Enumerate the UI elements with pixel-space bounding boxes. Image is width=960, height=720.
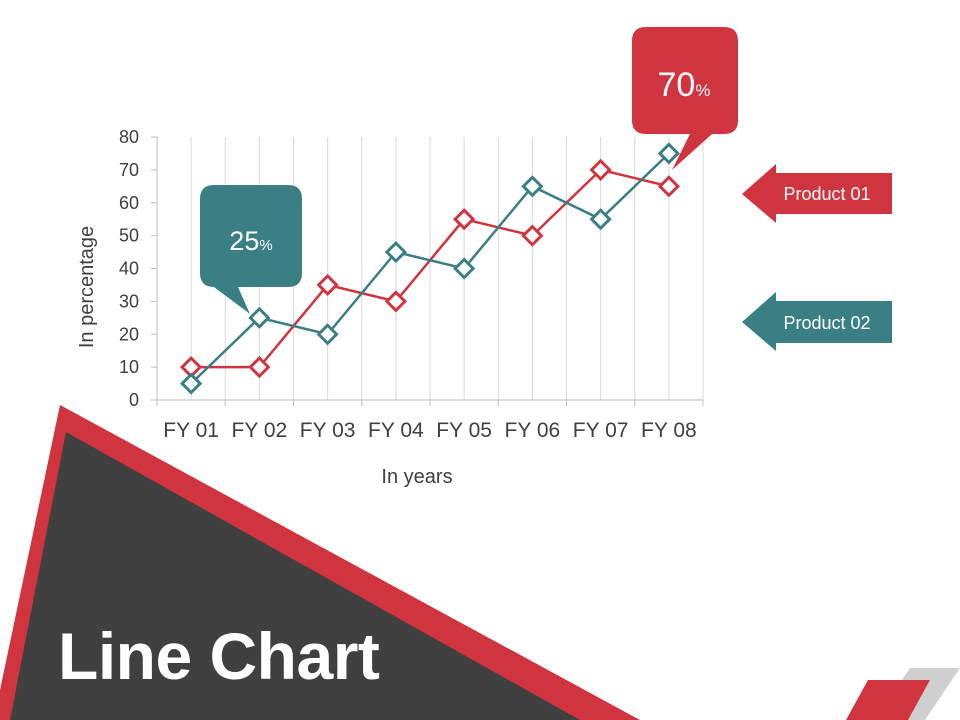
callout-product01-bubble (632, 27, 738, 170)
series-line-product02 (190, 152, 670, 385)
legend-arrow-product02 (742, 292, 892, 351)
y-tick-label: 0 (129, 390, 139, 410)
callout-product02: 25% (200, 185, 302, 314)
data-point-product01 (657, 175, 680, 198)
callout-product02-unit: % (259, 237, 272, 254)
series-product02 (180, 142, 680, 395)
y-tick-label: 40 (119, 259, 139, 279)
slide-title: Line Chart (58, 619, 380, 693)
data-point-product02 (453, 257, 476, 280)
data-point-product02 (657, 142, 680, 165)
callout-product01-value: 70 (658, 66, 696, 104)
y-tick-label: 60 (119, 193, 139, 213)
y-tick-label: 30 (119, 291, 139, 311)
x-tick-label: FY 08 (641, 419, 697, 442)
data-point-product01 (453, 208, 476, 231)
y-tick-label: 80 (119, 127, 139, 147)
x-axis-title: In years (381, 466, 452, 488)
data-point-product02 (521, 175, 544, 198)
x-tick-label: FY 05 (436, 419, 492, 442)
x-tick-label: FY 03 (300, 419, 356, 442)
chart-axes (151, 136, 704, 406)
legend-arrow-product01 (742, 164, 892, 223)
y-tick-label: 70 (119, 160, 139, 180)
legend-item-product02: Product 02 (742, 292, 892, 351)
data-point-product01 (521, 224, 544, 247)
y-tick-label: 10 (119, 357, 139, 377)
x-tick-label: FY 02 (232, 419, 288, 442)
data-point-product02 (248, 306, 271, 329)
legend-label-product02: Product 02 (783, 313, 870, 333)
data-point-product01 (248, 356, 271, 379)
dark-triangle-panel (10, 432, 580, 720)
callout-product01-text: 70% (658, 66, 711, 104)
data-point-product02 (384, 240, 407, 264)
x-tick-label: FY 04 (368, 419, 424, 442)
x-tick-labels: FY 01 FY 02 FY 03 FY 04 FY 05 FY 06 FY 07 FY 08 (163, 419, 696, 442)
callout-product01-unit: % (695, 81, 710, 100)
x-tick-label: FY 01 (163, 419, 219, 442)
callout-product02-value: 25 (229, 226, 259, 256)
y-tick-label: 50 (119, 226, 139, 246)
data-point-product02 (180, 372, 203, 395)
data-point-product01 (384, 290, 407, 313)
x-tick-label: FY 06 (505, 419, 561, 442)
data-point-product02 (589, 208, 612, 231)
decor (0, 405, 960, 720)
callout-product01: 70% (632, 27, 738, 170)
x-tick-label: FY 07 (573, 419, 629, 442)
chart-series (180, 142, 680, 395)
legend-label-product01: Product 01 (783, 184, 870, 204)
callout-product02-text: 25% (229, 226, 272, 256)
legend-item-product01: Product 01 (742, 164, 892, 223)
y-tick-label: 20 (119, 324, 139, 344)
y-axis-title: In percentage (76, 226, 98, 348)
data-point-product01 (316, 273, 339, 297)
data-point-product02 (316, 323, 339, 346)
data-point-product01 (589, 158, 612, 181)
legend: Product 01 Product 02 (742, 164, 892, 351)
y-tick-labels: 0 10 20 30 40 50 60 70 80 (119, 127, 139, 410)
corner-red-stripe (846, 680, 930, 720)
callout-product02-bubble (200, 185, 302, 314)
